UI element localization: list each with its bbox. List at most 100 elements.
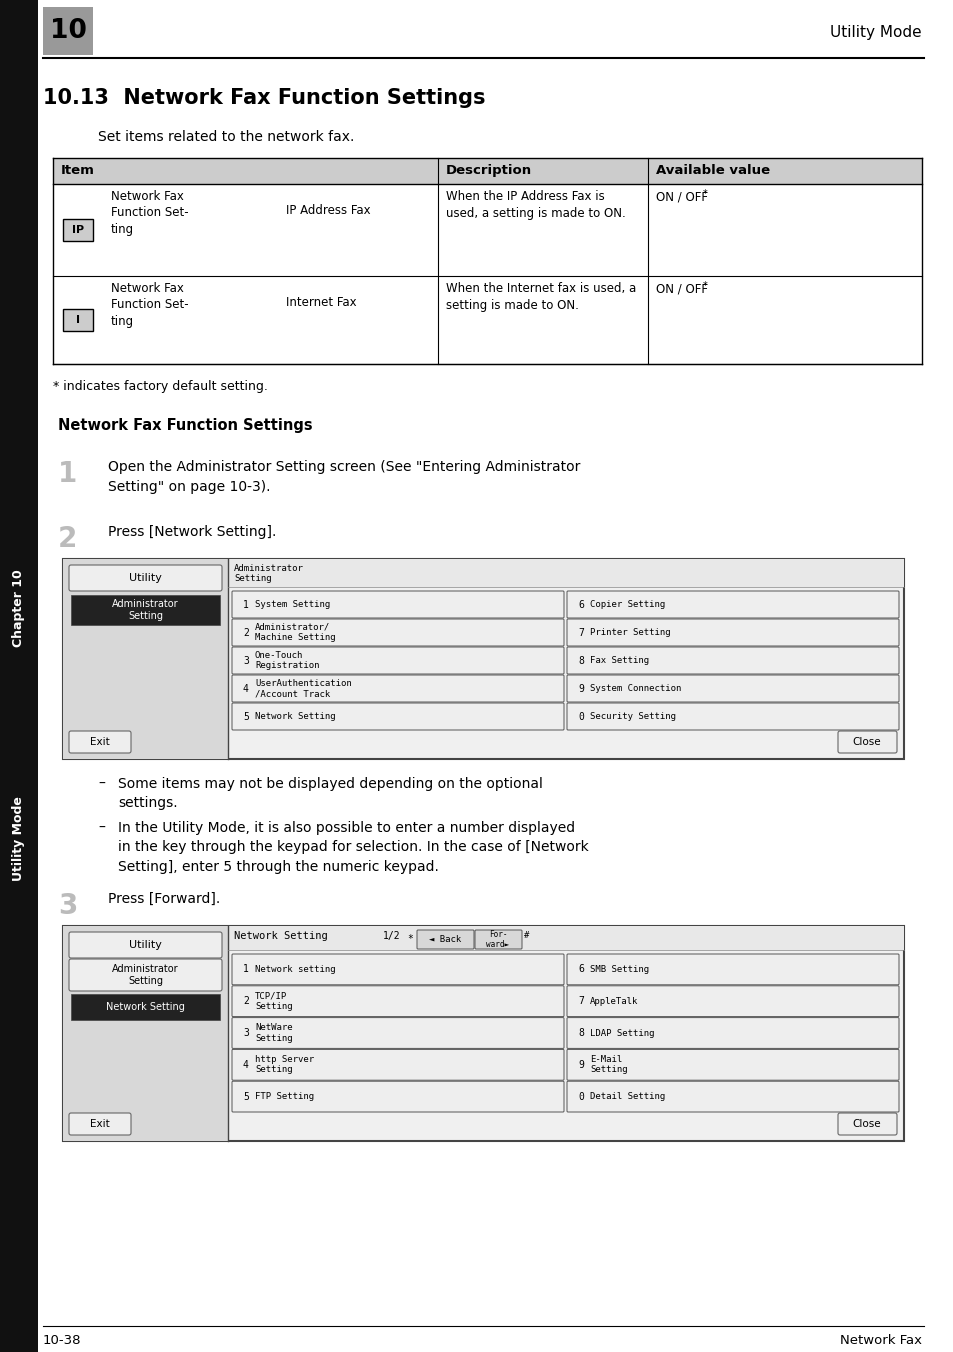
Text: SMB Setting: SMB Setting — [589, 965, 648, 973]
Text: Press [Network Setting].: Press [Network Setting]. — [108, 525, 276, 539]
Text: NetWare
Setting: NetWare Setting — [254, 1023, 293, 1042]
Text: LDAP Setting: LDAP Setting — [589, 1029, 654, 1037]
Text: Network Setting: Network Setting — [106, 1002, 185, 1013]
FancyBboxPatch shape — [69, 565, 222, 591]
FancyBboxPatch shape — [566, 1049, 898, 1080]
Text: Network Setting: Network Setting — [233, 932, 328, 941]
Text: Description: Description — [446, 164, 532, 177]
FancyBboxPatch shape — [566, 986, 898, 1017]
Text: Press [Forward].: Press [Forward]. — [108, 892, 220, 906]
FancyBboxPatch shape — [232, 591, 563, 618]
Text: 5: 5 — [243, 1091, 249, 1102]
Text: http Server
Setting: http Server Setting — [254, 1056, 314, 1075]
Text: 0: 0 — [578, 1091, 583, 1102]
Text: –: – — [98, 777, 105, 791]
Text: I: I — [76, 315, 80, 324]
Text: Network Fax Function Settings: Network Fax Function Settings — [58, 418, 313, 433]
Text: Copier Setting: Copier Setting — [589, 600, 664, 608]
Text: 3: 3 — [243, 656, 249, 665]
Text: 10-38: 10-38 — [43, 1334, 81, 1347]
Text: Network Fax
Function Set-
ting: Network Fax Function Set- ting — [111, 283, 189, 329]
Text: 4: 4 — [243, 684, 249, 694]
Text: Utility: Utility — [129, 573, 162, 583]
Text: Network Fax: Network Fax — [840, 1334, 921, 1347]
Text: *: * — [407, 934, 413, 944]
Text: For-
ward►: For- ward► — [486, 930, 509, 949]
Text: Utility Mode: Utility Mode — [12, 796, 26, 880]
Bar — [0, 514, 38, 703]
Text: 3: 3 — [58, 892, 77, 919]
Text: Internet Fax: Internet Fax — [286, 296, 356, 310]
FancyBboxPatch shape — [232, 986, 563, 1017]
FancyBboxPatch shape — [232, 1018, 563, 1048]
Text: 9: 9 — [578, 684, 583, 694]
Text: 1/2: 1/2 — [382, 932, 400, 941]
Text: #: # — [523, 932, 529, 941]
Text: ON / OFF: ON / OFF — [656, 191, 707, 203]
FancyBboxPatch shape — [566, 591, 898, 618]
FancyBboxPatch shape — [69, 932, 222, 959]
Text: 1: 1 — [243, 964, 249, 975]
Text: Printer Setting: Printer Setting — [589, 627, 670, 637]
Text: Fax Setting: Fax Setting — [589, 656, 648, 665]
Bar — [0, 0, 38, 1352]
Text: TCP/IP
Setting: TCP/IP Setting — [254, 991, 293, 1011]
Text: * indicates factory default setting.: * indicates factory default setting. — [53, 380, 268, 393]
Text: 6: 6 — [578, 599, 583, 610]
Text: System Setting: System Setting — [254, 600, 330, 608]
Text: 3: 3 — [243, 1028, 249, 1038]
FancyBboxPatch shape — [232, 1049, 563, 1080]
Text: 1: 1 — [58, 460, 77, 488]
Bar — [71, 994, 220, 1019]
Bar — [43, 7, 92, 55]
Text: One-Touch
Registration: One-Touch Registration — [254, 650, 319, 671]
Text: Chapter 10: Chapter 10 — [12, 569, 26, 648]
Text: Administrator
Setting: Administrator Setting — [233, 564, 304, 584]
Text: 9: 9 — [578, 1060, 583, 1069]
Bar — [63, 219, 92, 241]
Text: 1: 1 — [243, 599, 249, 610]
Text: Utility: Utility — [129, 940, 162, 950]
Text: AppleTalk: AppleTalk — [589, 996, 638, 1006]
Text: Detail Setting: Detail Setting — [589, 1092, 664, 1101]
FancyBboxPatch shape — [566, 703, 898, 730]
Text: Network Fax
Function Set-
ting: Network Fax Function Set- ting — [111, 191, 189, 237]
Text: E-Mail
Setting: E-Mail Setting — [589, 1056, 627, 1075]
Text: Security Setting: Security Setting — [589, 713, 676, 721]
Text: 10.13  Network Fax Function Settings: 10.13 Network Fax Function Settings — [43, 88, 485, 108]
Bar — [63, 926, 228, 1141]
Text: 6: 6 — [578, 964, 583, 975]
Text: When the IP Address Fax is
used, a setting is made to ON.: When the IP Address Fax is used, a setti… — [446, 191, 625, 219]
Text: IP: IP — [71, 224, 84, 235]
Bar — [228, 926, 903, 950]
Text: Administrator
Setting: Administrator Setting — [112, 964, 178, 986]
Text: 8: 8 — [578, 1028, 583, 1038]
Text: Some items may not be displayed depending on the optional
settings.: Some items may not be displayed dependin… — [118, 777, 542, 810]
FancyBboxPatch shape — [69, 959, 222, 991]
Text: Set items related to the network fax.: Set items related to the network fax. — [98, 130, 354, 145]
FancyBboxPatch shape — [566, 619, 898, 646]
Text: ◄ Back: ◄ Back — [429, 936, 460, 944]
Text: Close: Close — [852, 1119, 881, 1129]
FancyBboxPatch shape — [232, 648, 563, 675]
FancyBboxPatch shape — [232, 703, 563, 730]
Text: 7: 7 — [578, 996, 583, 1006]
Bar — [63, 926, 903, 1141]
Text: 2: 2 — [243, 996, 249, 1006]
Text: 8: 8 — [578, 656, 583, 665]
FancyBboxPatch shape — [566, 1082, 898, 1111]
Text: IP Address Fax: IP Address Fax — [286, 204, 370, 218]
Text: *: * — [702, 281, 707, 291]
FancyBboxPatch shape — [69, 731, 131, 753]
Text: 2: 2 — [58, 525, 77, 553]
Text: When the Internet fax is used, a
setting is made to ON.: When the Internet fax is used, a setting… — [446, 283, 636, 311]
Text: Network Setting: Network Setting — [254, 713, 335, 721]
FancyBboxPatch shape — [232, 675, 563, 702]
Text: Network setting: Network setting — [254, 965, 335, 973]
FancyBboxPatch shape — [232, 619, 563, 646]
Text: Close: Close — [852, 737, 881, 748]
Text: System Connection: System Connection — [589, 684, 680, 694]
Bar — [63, 558, 903, 758]
Text: Administrator
Setting: Administrator Setting — [112, 599, 178, 621]
Text: UserAuthentication
/Account Track: UserAuthentication /Account Track — [254, 679, 352, 698]
